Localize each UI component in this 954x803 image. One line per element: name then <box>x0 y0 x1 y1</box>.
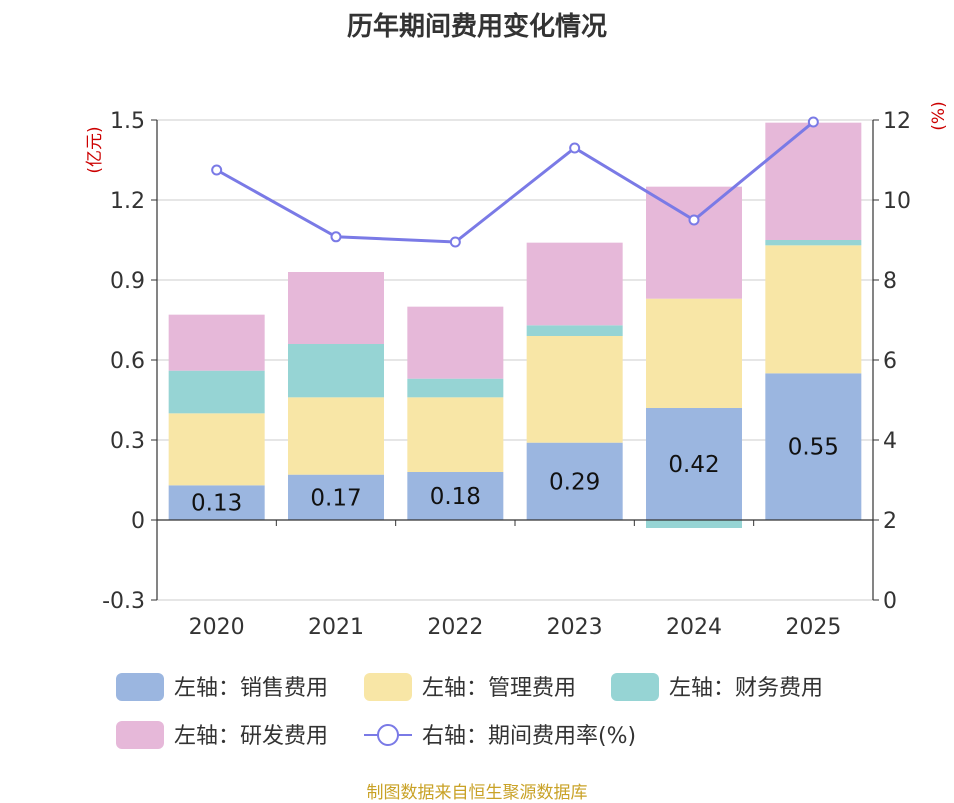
bar-rnd-2021 <box>288 272 384 344</box>
left-axis-tick-label: 1.2 <box>110 189 145 214</box>
bar-data-label: 0.29 <box>549 469 600 495</box>
x-axis-tick-label: 2021 <box>308 615 364 640</box>
bar-sales-2024 <box>646 408 742 520</box>
right-axis-tick-label: 12 <box>883 109 911 134</box>
rate-point-2021 <box>330 231 342 243</box>
bar-finance-2023 <box>526 325 623 336</box>
bar-admin-2020 <box>168 413 265 486</box>
bar-rnd-2025 <box>765 122 862 240</box>
left-axis-tick-label: -0.3 <box>102 589 145 614</box>
bar-rnd-2024 <box>646 186 742 299</box>
bar-admin-2021 <box>288 397 384 475</box>
bar-finance-2025 <box>765 240 862 246</box>
legend-label-finance: 左轴：财务费用 <box>669 676 823 701</box>
bar-data-label: 0.13 <box>191 491 242 517</box>
bar-rnd-2020 <box>168 314 265 371</box>
bar-finance-2024 <box>646 520 742 528</box>
bar-rnd-2023 <box>526 242 623 326</box>
legend-marker-swatch <box>377 724 399 746</box>
bar-sales-2022 <box>407 472 504 520</box>
rate-point-2020 <box>211 164 223 176</box>
left-axis-tick-label: 0.3 <box>110 429 145 454</box>
right-axis-tick-label: 10 <box>883 189 911 214</box>
bar-admin-2025 <box>765 245 862 374</box>
bar-data-label: 0.17 <box>310 485 361 511</box>
right-axis-tick-label: 8 <box>883 269 897 294</box>
bar-finance-2020 <box>168 370 265 414</box>
bar-rnd-2022 <box>407 306 504 379</box>
bar-admin-2024 <box>646 298 742 408</box>
legend-swatch-finance <box>611 673 659 701</box>
legend-swatch-admin <box>364 673 412 701</box>
bar-sales-2023 <box>526 442 623 520</box>
rate-point-2023 <box>569 142 581 154</box>
data-source-note: 制图数据来自恒生聚源数据库 <box>366 783 588 803</box>
rate-point-2025 <box>807 116 819 128</box>
left-axis-tick-label: 0.9 <box>110 269 145 294</box>
right-axis-tick-label: 4 <box>883 429 897 454</box>
bar-sales-2020 <box>168 485 265 520</box>
rate-line <box>215 120 815 244</box>
bar-admin-2022 <box>407 397 504 472</box>
right-axis-tick-label: 2 <box>883 509 897 534</box>
bar-data-label: 0.18 <box>430 484 481 510</box>
legend-swatch-sales <box>116 673 164 701</box>
left-axis-tick-label: 1.5 <box>110 109 145 134</box>
x-axis-tick-label: 2020 <box>189 615 245 640</box>
right-axis-unit: (%) <box>929 101 949 130</box>
x-axis-tick-label: 2025 <box>785 615 841 640</box>
bar-data-label: 0.42 <box>668 452 719 478</box>
bar-finance-2021 <box>288 344 384 398</box>
chart-title: 历年期间费用变化情况 <box>346 12 607 42</box>
right-axis-tick-label: 6 <box>883 349 897 374</box>
rate-point-2024 <box>688 214 700 226</box>
bar-admin-2023 <box>526 336 623 443</box>
bar-sales-2025 <box>765 373 862 520</box>
legend-label-rnd: 左轴：研发费用 <box>174 724 328 749</box>
bar-finance-2022 <box>407 378 504 398</box>
legend-label-sales: 左轴：销售费用 <box>174 676 328 701</box>
left-axis-unit: (亿元) <box>85 126 105 173</box>
legend-label-admin: 左轴：管理费用 <box>422 676 576 701</box>
x-axis-tick-label: 2022 <box>427 615 483 640</box>
left-axis-tick-label: 0.6 <box>110 349 145 374</box>
x-axis-tick-label: 2023 <box>547 615 603 640</box>
x-axis-tick-label: 2024 <box>666 615 722 640</box>
rate-point-2022 <box>449 236 461 248</box>
legend-label-rate: 右轴：期间费用率(%) <box>422 724 636 749</box>
left-axis-tick-label: 0 <box>131 509 145 534</box>
legend-swatch-rnd <box>116 721 164 749</box>
bar-sales-2021 <box>288 474 384 520</box>
bar-data-label: 0.55 <box>788 435 839 461</box>
right-axis-tick-label: 0 <box>883 589 897 614</box>
